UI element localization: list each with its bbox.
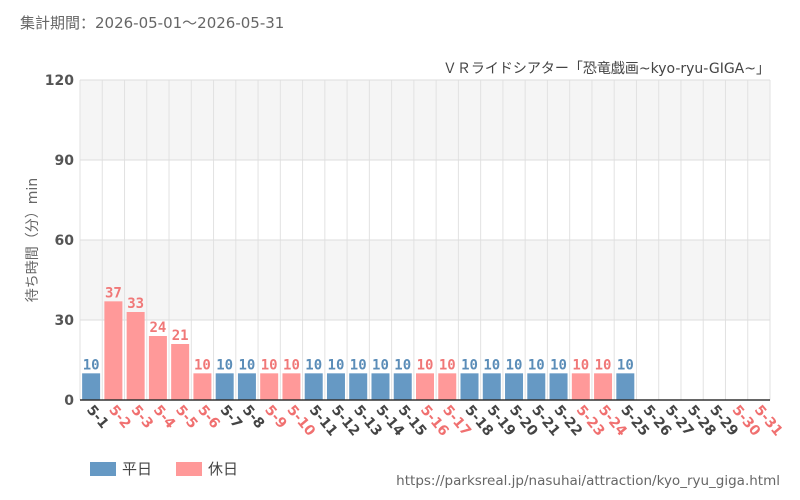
data-label: 24 [149,320,166,336]
data-label: 10 [305,357,322,373]
y-tick-label: 30 [55,313,75,329]
data-label: 10 [528,357,545,373]
data-label: 10 [372,357,389,373]
data-label: 10 [350,357,367,373]
data-label: 10 [550,357,567,373]
data-label: 37 [105,285,122,301]
x-tick-label: 5-9 [261,402,290,432]
plot-bands [80,80,770,400]
bar [104,301,123,400]
bar [82,373,101,400]
y-tick-label: 120 [45,73,74,89]
bar [349,373,368,400]
data-label: 10 [239,357,256,373]
bar [460,373,479,400]
data-label: 10 [439,357,456,373]
bar [304,373,323,400]
data-label: 10 [572,357,589,373]
x-tick-label: 5-4 [150,402,179,432]
data-label: 10 [216,357,233,373]
x-tick-label: 5-1 [83,402,112,432]
plot-band [80,160,770,240]
data-label: 10 [617,357,634,373]
y-axis-label: 待ち時間（分）min [25,178,41,302]
x-tick-label: 5-5 [172,402,201,432]
bar [527,373,546,400]
legend-item-holiday: 休日 [176,458,238,479]
plot-band [80,80,770,160]
y-tick-label: 60 [55,233,75,249]
data-label: 10 [506,357,523,373]
data-label: 10 [394,357,411,373]
data-label: 10 [417,357,434,373]
chart-title: ＶＲライドシアター「恐竜戯画~kyo-ryu-GIGA~」 [443,60,770,77]
data-label: 10 [83,357,100,373]
legend-label-holiday: 休日 [208,460,239,478]
x-tick-labels: 5-15-25-35-45-55-65-75-85-95-105-115-125… [83,402,786,439]
bar [282,373,301,400]
y-tick-label: 0 [64,393,74,409]
legend-swatch-weekday [90,461,116,476]
bar [571,373,590,400]
bar [215,373,234,400]
bar [438,373,457,400]
bar [260,373,279,400]
legend-item-weekday: 平日 [90,458,152,479]
data-label: 10 [261,357,278,373]
bar [393,373,412,400]
legend-swatch-holiday [176,461,203,476]
bar [326,373,345,400]
data-label: 10 [283,357,300,373]
data-label: 10 [328,357,345,373]
y-tick-label: 90 [55,153,75,169]
bar [594,373,613,400]
vertical-grid [79,80,771,400]
data-label: 33 [127,296,144,312]
plot-band [80,240,770,320]
x-tick-label: 5-2 [105,402,134,432]
bar [482,373,501,400]
period-label: 集計期間：2026-05-01～2026-05-31 [20,14,285,32]
x-tick-label: 5-8 [239,402,268,432]
bar [371,373,390,400]
bar [616,373,635,400]
bar [171,344,190,400]
x-tick-label: 5-3 [128,402,157,432]
bar [549,373,568,400]
bar [193,373,212,400]
data-label: 10 [461,357,478,373]
data-label: 10 [595,357,612,373]
bars-group [82,301,635,400]
legend: 平日 休日 [90,458,238,479]
bar [237,373,256,400]
data-label: 10 [483,357,500,373]
x-tick-label: 5-6 [194,402,223,432]
data-label: 21 [172,328,189,344]
bar [505,373,524,400]
bar [148,336,167,400]
bar [416,373,434,400]
source-url: https://parksreal.jp/nasuhai/attraction/… [396,473,780,489]
legend-label-weekday: 平日 [122,460,153,478]
data-label: 10 [194,357,211,373]
y-tick-labels: 0 30 60 90 120 [45,73,74,409]
data-labels-group: 10 37 33 24 21 10 10 10 10 10 10 10 10 10 10 10 10 10 10 10… [83,285,634,373]
x-tick-label: 5-7 [217,402,246,432]
bar [126,312,145,400]
